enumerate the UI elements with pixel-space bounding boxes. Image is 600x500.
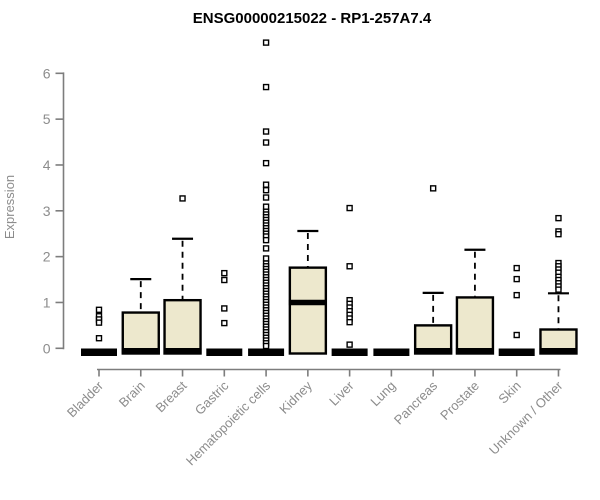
outlier-point [221,269,228,277]
collapsed-box [248,348,285,356]
outlier-point [429,185,437,192]
box-group-skin [498,264,535,356]
outlier-point [262,203,270,210]
outlier-point [262,83,270,91]
outlier-point [262,194,270,201]
collapsed-box [206,348,243,356]
outlier-point [262,181,270,188]
x-category-label-gastric: Gastric [192,378,232,418]
box-rect [288,266,328,355]
outlier-point [555,214,562,222]
x-category-label-kidney: Kidney [276,378,315,417]
collapsed-box [331,348,368,356]
collapsed-box [81,348,117,356]
x-category-label-pancreas: Pancreas [391,378,441,428]
outlier-point [513,264,520,272]
outlier-point [262,128,270,135]
y-tick-label: 4 [43,157,51,173]
x-category-label-lung: Lung [367,378,398,409]
plot-layer [81,39,578,356]
outlier-point [262,159,270,167]
outlier-point [221,276,228,284]
y-tick-label: 2 [43,249,51,265]
y-axis-label: Expression [2,175,17,239]
box-group-bladder [81,306,117,356]
box-group-breast [163,195,202,355]
x-category-label-breast: Breast [152,378,189,415]
outlier-point [346,204,353,212]
outlier-point [555,286,562,293]
outlier-point [179,195,186,202]
box-group-gastric [206,269,243,356]
outlier-point [346,263,353,270]
x-category-label-bladder: Bladder [64,378,107,421]
x-category-label-skin: Skin [495,378,523,406]
collapsed-box [498,348,535,356]
box-group-pancreas [413,185,453,355]
box-rect [163,298,202,355]
outlier-point [346,318,353,326]
box-rect [121,311,160,355]
y-tick-label: 3 [43,203,51,219]
x-category-label-unknown-other: Unknown / Other [486,378,566,458]
chart-title: ENSG00000215022 - RP1-257A7.4 [193,10,432,27]
x-category-label-liver: Liver [326,378,357,409]
outlier-point [95,306,103,314]
y-tick-label: 1 [43,294,51,310]
y-tick-label: 6 [43,65,51,81]
outlier-point [513,291,520,299]
outlier-point [555,230,562,238]
x-category-label-prostate: Prostate [437,378,482,423]
box-group-liver [331,204,368,356]
box-group-kidney [288,229,328,355]
outlier-point [95,335,103,342]
box-group-prostate [455,248,495,355]
outlier-point [262,255,270,262]
collapsed-box [373,348,410,356]
box-rect [455,296,495,355]
outlier-point [513,331,520,339]
outlier-point [95,319,103,326]
outlier-point [262,186,270,194]
box-group-brain [121,277,160,355]
box-group-lung [373,348,410,356]
y-tick-label: 0 [43,340,51,356]
outlier-point [262,39,270,46]
box-group-unknown-other [539,214,578,355]
outlier-point [346,341,353,348]
x-category-label-brain: Brain [116,378,148,410]
outlier-point [262,139,270,146]
outlier-point [221,305,228,312]
outlier-point [513,275,520,283]
outlier-point [262,342,270,350]
y-tick-label: 5 [43,111,51,127]
outlier-point [262,245,270,252]
outlier-point [221,319,228,327]
box-group-hematopoietic-cells [248,39,285,356]
outlier-point [262,236,270,244]
